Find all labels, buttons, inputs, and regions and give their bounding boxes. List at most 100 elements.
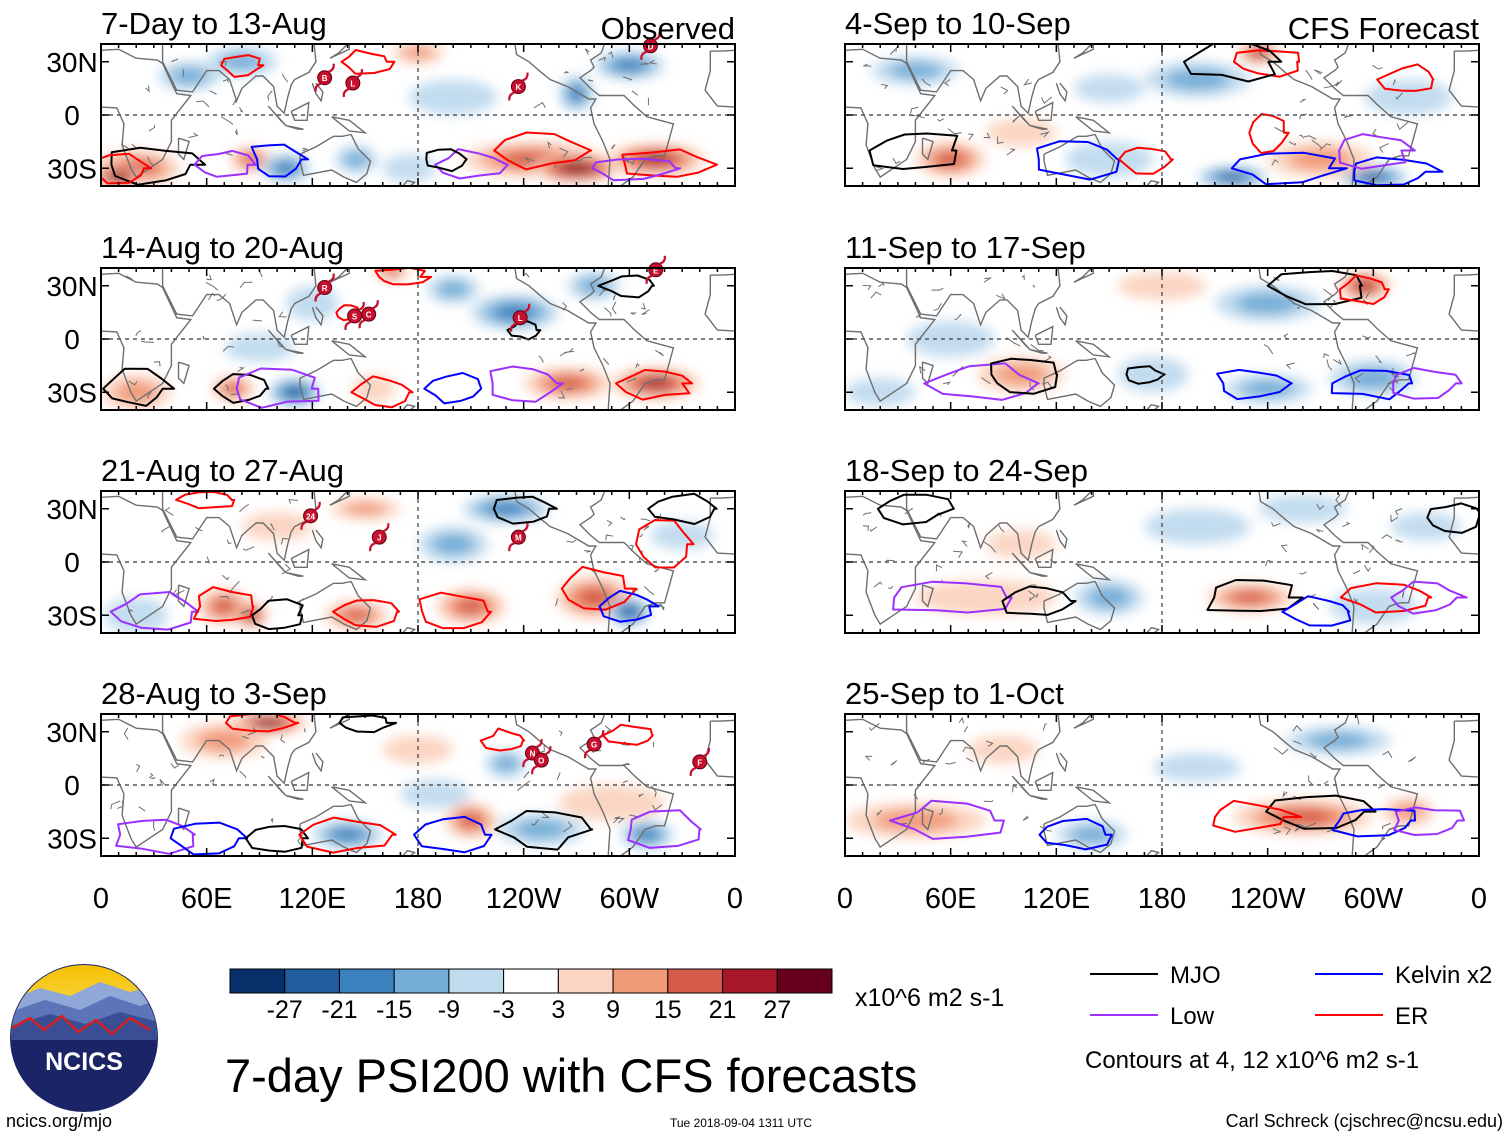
land-outline	[1075, 563, 1112, 581]
border-line	[629, 544, 635, 552]
land-outline	[1055, 752, 1068, 773]
contour-mjo	[868, 132, 959, 170]
border-line	[554, 598, 559, 607]
colorbar-label: 15	[654, 996, 682, 1024]
border-line	[127, 609, 133, 613]
storm-icon	[317, 280, 333, 296]
legend-label: MJO	[1170, 962, 1221, 989]
land-outline	[161, 268, 317, 339]
land-outline	[285, 571, 304, 577]
border-line	[280, 734, 286, 744]
contour-mjo	[1183, 44, 1283, 83]
storm-label: G	[591, 741, 597, 750]
border-line	[1304, 135, 1317, 140]
storm-label: B	[322, 74, 328, 83]
border-line	[525, 272, 530, 278]
storm-marker: B	[314, 63, 335, 92]
border-line	[629, 814, 638, 818]
contour-er	[175, 491, 236, 510]
border-line	[195, 526, 203, 532]
storm-marker: L	[509, 303, 531, 332]
storm-marker: G	[583, 729, 605, 759]
border-line	[1378, 143, 1389, 153]
anomaly-cell	[212, 598, 236, 614]
border-line	[1375, 355, 1383, 364]
contour-er	[350, 375, 414, 409]
anomaly-cell	[845, 378, 916, 407]
border-line	[627, 159, 635, 165]
anomaly-cell	[915, 579, 1057, 616]
border-line	[643, 586, 655, 596]
storm-arm	[689, 747, 711, 777]
contour-er	[418, 591, 492, 630]
storm-label: M	[515, 534, 522, 543]
contour-er	[225, 714, 300, 733]
land-outline	[177, 584, 190, 608]
border-line	[153, 361, 161, 367]
border-line	[622, 762, 630, 766]
border-line	[996, 293, 1006, 300]
lon-label: 180	[394, 883, 442, 915]
border-line	[538, 355, 544, 363]
land-outline	[1145, 849, 1161, 856]
border-line	[170, 763, 180, 769]
border-line	[1401, 591, 1405, 598]
land-outline	[1075, 116, 1112, 134]
land-outline	[1011, 552, 1031, 574]
border-line	[638, 793, 644, 798]
border-line	[958, 716, 965, 724]
border-line	[148, 124, 156, 132]
land-outline	[290, 548, 310, 568]
border-line	[226, 539, 232, 545]
storm-marker: D	[640, 31, 661, 60]
border-line	[922, 758, 930, 765]
lon-label: 60E	[925, 883, 977, 915]
storm-arm	[645, 255, 666, 284]
border-line	[1361, 543, 1369, 551]
border-line	[611, 301, 617, 315]
contour-low	[591, 157, 682, 182]
colorbar: -27 -21 -15 -9 -3 3 9 15 21 27	[229, 968, 833, 1024]
land-outline	[905, 491, 1061, 562]
border-line	[1312, 602, 1320, 610]
border-line	[890, 760, 898, 766]
map-panels: B L K D 7-Day to 13-Aug Observed 30N 0 30S R S C L E 1…	[46, 6, 1480, 857]
contour-mjo	[212, 373, 270, 404]
anomaly-cell	[1117, 356, 1189, 393]
land-outline	[401, 179, 417, 186]
border-line	[559, 147, 569, 158]
anomaly-cell	[344, 502, 387, 516]
border-line	[631, 90, 639, 96]
land-outline	[329, 44, 350, 59]
anomaly-cell	[578, 277, 610, 295]
border-line	[1039, 825, 1052, 832]
colorbar-swatch	[612, 968, 669, 994]
border-line	[1021, 274, 1025, 280]
border-line	[1381, 534, 1393, 539]
border-line	[1305, 69, 1313, 80]
anomaly-cell	[1346, 367, 1400, 389]
website-link[interactable]: ncics.org/mjo	[6, 1111, 112, 1131]
anomaly-cell	[409, 79, 498, 115]
column-header: Observed	[601, 11, 735, 46]
border-line	[983, 799, 994, 802]
border-line	[239, 770, 247, 779]
panel-title: 7-Day to 13-Aug	[101, 6, 327, 41]
land-outline	[299, 133, 372, 184]
border-line	[1299, 134, 1305, 139]
border-line	[1308, 775, 1314, 786]
colorbar-label: 21	[709, 996, 737, 1024]
land-outline	[1011, 775, 1031, 797]
contour-mjo	[597, 274, 655, 299]
land-outline	[1034, 325, 1054, 345]
land-outline	[921, 137, 934, 161]
anomaly-cell	[1144, 508, 1251, 545]
land-outline	[311, 529, 324, 550]
border-line	[219, 595, 230, 600]
border-line	[562, 821, 573, 833]
border-line	[1006, 148, 1016, 156]
land-outline	[285, 124, 304, 130]
border-line	[125, 275, 134, 281]
border-line	[584, 48, 590, 55]
legend-label: Low	[1170, 1003, 1215, 1030]
